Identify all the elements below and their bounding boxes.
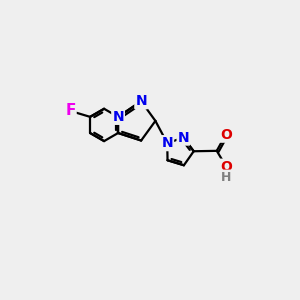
- Text: H: H: [221, 171, 232, 184]
- Text: N: N: [178, 130, 189, 145]
- Text: F: F: [65, 103, 76, 118]
- Text: N: N: [112, 110, 124, 124]
- Text: N: N: [135, 94, 147, 108]
- Text: O: O: [220, 160, 232, 174]
- Text: O: O: [220, 128, 232, 142]
- Text: N: N: [161, 136, 173, 150]
